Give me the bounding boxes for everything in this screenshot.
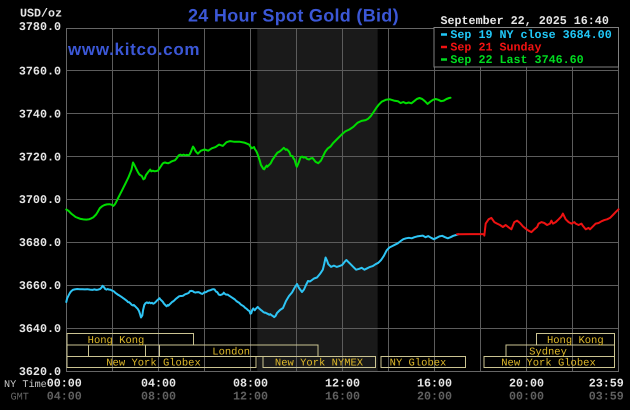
svg-text:16:00: 16:00 xyxy=(325,390,360,404)
svg-text:04:00: 04:00 xyxy=(47,390,82,404)
svg-text:3740.0: 3740.0 xyxy=(19,107,61,121)
svg-text:12:00: 12:00 xyxy=(325,377,360,391)
svg-text:Sep 21 Sunday: Sep 21 Sunday xyxy=(450,41,541,55)
svg-text:New York Globex: New York Globex xyxy=(106,358,201,370)
svg-text:New York NYMEX: New York NYMEX xyxy=(275,358,364,370)
svg-text:00:00: 00:00 xyxy=(47,377,82,391)
svg-text:08:00: 08:00 xyxy=(141,390,176,404)
svg-text:3760.0: 3760.0 xyxy=(19,65,61,79)
svg-text:Sydney: Sydney xyxy=(529,346,567,358)
svg-text:September 22, 2025 16:40: September 22, 2025 16:40 xyxy=(441,14,609,28)
svg-text:Hong Kong: Hong Kong xyxy=(88,335,145,347)
svg-text:03:59: 03:59 xyxy=(589,390,624,404)
svg-text:3680.0: 3680.0 xyxy=(19,236,61,250)
svg-text:3660.0: 3660.0 xyxy=(19,279,61,293)
svg-text:Sep 19 NY close 3684.00: Sep 19 NY close 3684.00 xyxy=(450,28,611,42)
svg-text:Sep 22 Last 3746.60: Sep 22 Last 3746.60 xyxy=(450,53,583,67)
svg-text:3720.0: 3720.0 xyxy=(19,150,61,164)
svg-text:12:00: 12:00 xyxy=(233,390,268,404)
svg-text:16:00: 16:00 xyxy=(417,377,452,391)
svg-text:New York Globex: New York Globex xyxy=(501,358,596,370)
svg-text:London: London xyxy=(212,346,250,358)
svg-text:20:00: 20:00 xyxy=(417,390,452,404)
svg-text:3640.0: 3640.0 xyxy=(19,322,61,336)
svg-text:20:00: 20:00 xyxy=(509,377,544,391)
svg-text:23:59: 23:59 xyxy=(589,377,624,391)
svg-text:www.kitco.com: www.kitco.com xyxy=(67,40,200,59)
svg-text:NY Time: NY Time xyxy=(4,379,47,391)
svg-text:3620.0: 3620.0 xyxy=(19,365,61,379)
svg-text:Hong Kong: Hong Kong xyxy=(547,335,604,347)
svg-text:3700.0: 3700.0 xyxy=(19,193,61,207)
svg-text:04:00: 04:00 xyxy=(141,377,176,391)
svg-text:USD/oz: USD/oz xyxy=(20,7,62,21)
svg-text:GMT: GMT xyxy=(11,393,29,404)
svg-text:08:00: 08:00 xyxy=(233,377,268,391)
svg-text:24 Hour Spot Gold (Bid): 24 Hour Spot Gold (Bid) xyxy=(188,6,399,26)
svg-text:NY Globex: NY Globex xyxy=(390,358,447,370)
svg-text:00:00: 00:00 xyxy=(509,390,544,404)
svg-text:3780.0: 3780.0 xyxy=(19,20,61,34)
